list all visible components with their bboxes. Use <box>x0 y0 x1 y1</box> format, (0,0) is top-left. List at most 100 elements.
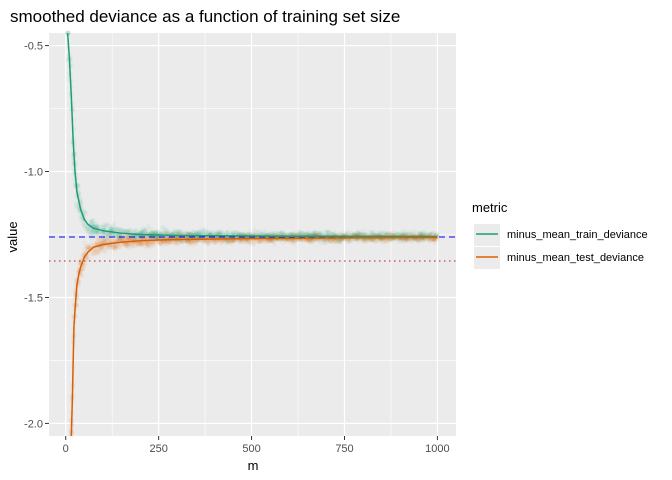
data-point <box>97 224 103 230</box>
data-point <box>158 241 164 247</box>
data-point <box>158 239 164 245</box>
data-point <box>377 237 383 243</box>
data-point <box>246 238 252 245</box>
data-point <box>119 228 125 234</box>
data-point <box>85 229 91 235</box>
data-point <box>124 235 130 241</box>
data-point <box>278 231 284 237</box>
data-point <box>216 228 222 234</box>
data-point <box>279 239 285 245</box>
data-point <box>91 229 98 235</box>
data-point <box>108 226 114 233</box>
data-point <box>113 242 119 248</box>
data-point <box>130 233 136 239</box>
data-point <box>367 229 373 235</box>
data-point <box>288 231 294 237</box>
data-point <box>138 241 144 247</box>
data-point <box>101 239 108 245</box>
data-point <box>326 230 332 236</box>
data-point <box>228 239 234 245</box>
data-point <box>224 239 230 245</box>
data-point <box>110 225 117 231</box>
data-point <box>403 237 409 243</box>
data-point <box>219 230 225 236</box>
data-point <box>372 238 378 244</box>
data-point <box>152 235 158 241</box>
data-point <box>317 239 323 246</box>
data-point <box>344 238 350 244</box>
data-point <box>434 237 440 243</box>
data-point <box>365 237 371 243</box>
data-point <box>108 237 114 243</box>
data-point <box>138 241 144 247</box>
data-point <box>224 230 230 236</box>
data-point <box>177 228 183 235</box>
data-point <box>181 230 188 236</box>
data-point <box>280 229 286 235</box>
data-point <box>176 229 182 235</box>
data-point <box>103 231 109 237</box>
data-point <box>188 239 194 246</box>
data-point <box>88 242 95 248</box>
data-point <box>317 237 323 243</box>
data-point <box>164 228 170 234</box>
data-point <box>369 231 375 237</box>
data-point <box>74 203 81 209</box>
data-point <box>113 227 120 233</box>
legend-key-test <box>474 247 500 269</box>
data-point <box>113 236 119 243</box>
data-point <box>153 229 159 236</box>
data-point <box>362 237 368 243</box>
data-point <box>228 238 234 244</box>
data-point <box>397 238 403 244</box>
data-point <box>210 229 216 235</box>
data-point <box>86 229 92 235</box>
data-point <box>81 209 87 215</box>
data-point <box>150 240 156 246</box>
data-point <box>380 238 386 244</box>
data-point <box>165 239 171 245</box>
data-point <box>122 241 128 247</box>
data-point <box>90 218 96 224</box>
data-point <box>125 233 131 239</box>
data-point <box>287 237 293 243</box>
data-point <box>164 240 170 246</box>
data-point <box>100 237 106 243</box>
data-point <box>336 231 342 237</box>
data-point <box>112 236 118 242</box>
data-point <box>100 225 106 231</box>
data-point <box>125 241 131 247</box>
data-point <box>155 234 161 240</box>
legend-title: metric <box>472 200 508 215</box>
data-point <box>419 238 425 244</box>
data-point <box>143 234 149 240</box>
legend-item-train: minus_mean_train_deviance <box>474 224 648 246</box>
data-point <box>312 229 318 235</box>
data-point <box>381 231 387 237</box>
data-point <box>148 243 154 249</box>
data-point <box>369 230 375 236</box>
y-tick-label: -1.5 <box>24 292 43 304</box>
data-point <box>377 231 383 237</box>
data-point <box>326 237 333 243</box>
data-point <box>102 245 108 251</box>
data-point <box>363 239 369 245</box>
data-point <box>114 232 120 239</box>
data-point <box>325 229 331 235</box>
data-point <box>361 238 367 245</box>
data-point <box>174 229 180 235</box>
data-point <box>237 239 243 245</box>
data-point <box>327 238 333 244</box>
data-point <box>212 239 219 246</box>
data-point <box>303 231 309 237</box>
data-point <box>141 243 147 249</box>
data-point <box>313 230 319 236</box>
data-point <box>139 241 145 248</box>
x-tick-label: 750 <box>335 443 353 455</box>
data-point <box>103 236 109 242</box>
data-point <box>417 237 423 243</box>
data-point <box>95 249 102 255</box>
data-point <box>406 229 412 236</box>
data-point <box>117 244 123 250</box>
data-point <box>355 230 361 237</box>
